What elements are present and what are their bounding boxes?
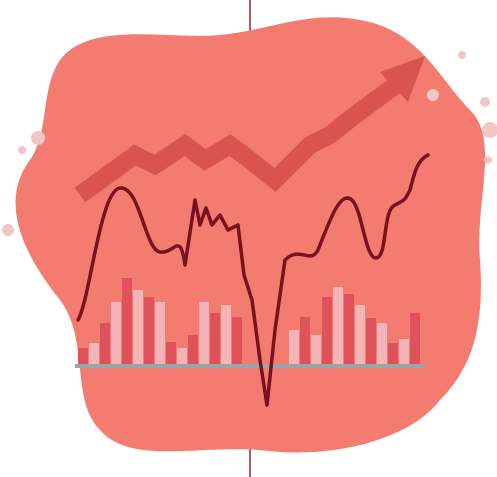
dot	[18, 146, 26, 154]
bar	[89, 343, 99, 365]
bar	[333, 287, 343, 365]
bar	[199, 302, 209, 365]
bar	[366, 318, 376, 365]
wave-line	[76, 153, 430, 407]
bar	[188, 335, 198, 365]
bar	[322, 297, 332, 365]
dot	[31, 131, 45, 145]
arrow-head	[380, 56, 425, 102]
bar	[133, 290, 143, 365]
bar	[300, 317, 310, 365]
bar	[221, 305, 231, 365]
dot	[2, 224, 14, 236]
bar	[355, 305, 365, 365]
bar	[111, 302, 121, 365]
bar	[377, 323, 387, 365]
bar	[144, 297, 154, 365]
bar	[388, 343, 398, 365]
dot	[458, 51, 466, 59]
bar	[122, 278, 132, 365]
bar	[177, 348, 187, 365]
dots	[2, 51, 497, 236]
bar	[399, 339, 409, 365]
trend-arrow	[74, 74, 406, 203]
bar	[232, 317, 242, 365]
bar	[410, 313, 420, 365]
bar	[289, 330, 299, 365]
bar	[78, 348, 88, 365]
dot	[484, 156, 492, 164]
dot	[427, 89, 439, 101]
bar	[100, 323, 110, 365]
bar	[210, 313, 220, 365]
bar	[344, 294, 354, 365]
bars	[78, 278, 420, 365]
bar	[155, 302, 165, 365]
bar	[166, 342, 176, 365]
dot	[482, 122, 497, 138]
dot	[480, 97, 490, 107]
bar	[311, 335, 321, 365]
